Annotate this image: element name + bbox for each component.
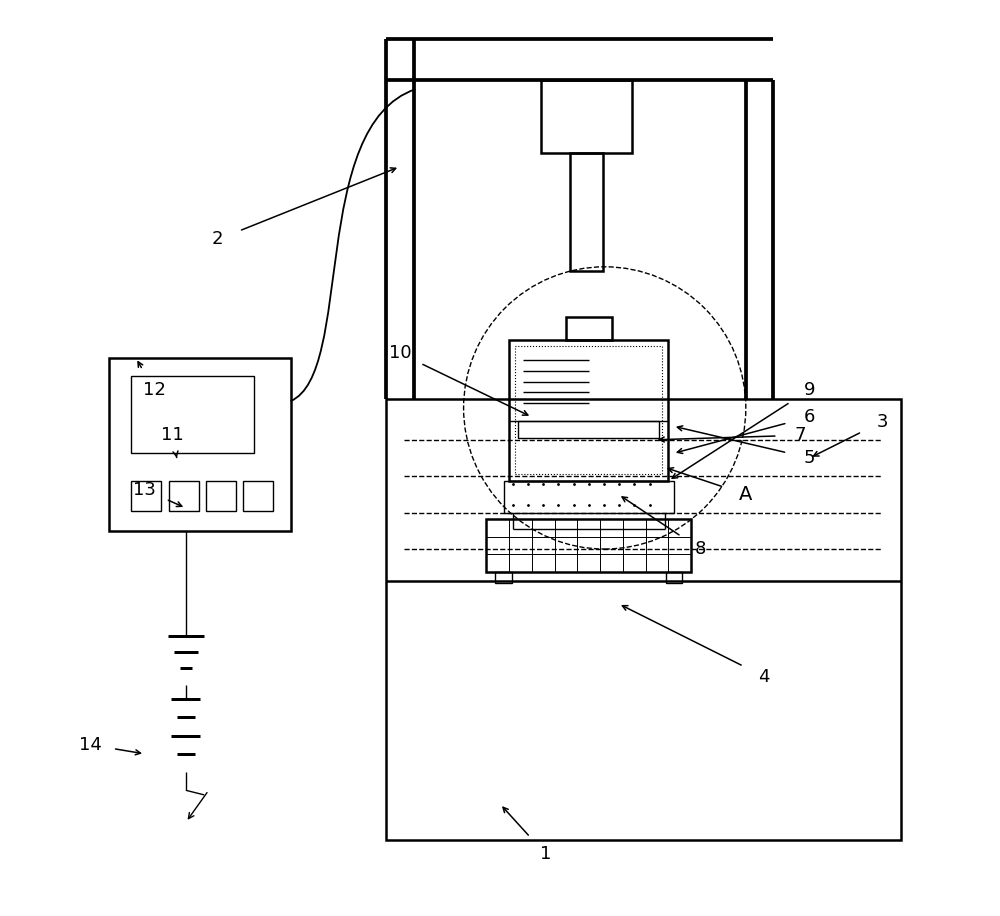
Bar [666, 572, 682, 583]
Bar [131, 481, 161, 511]
Bar [386, 398, 901, 840]
Bar [570, 153, 603, 271]
Text: A: A [739, 485, 753, 504]
Text: 10: 10 [389, 344, 411, 363]
Text: 4: 4 [758, 668, 770, 685]
Text: 2: 2 [212, 231, 224, 248]
Text: 9: 9 [804, 381, 815, 398]
Bar [206, 481, 236, 511]
Bar [541, 81, 632, 153]
Bar [131, 376, 254, 453]
Text: 1: 1 [540, 845, 551, 863]
Text: 5: 5 [804, 449, 815, 467]
Bar [566, 317, 612, 340]
Bar [169, 481, 199, 511]
Bar [109, 358, 291, 531]
Text: 7: 7 [795, 426, 806, 444]
Bar [509, 340, 668, 481]
Text: 14: 14 [79, 736, 102, 754]
Bar [486, 519, 691, 572]
Text: 13: 13 [133, 481, 156, 499]
Bar [518, 421, 659, 438]
Bar [504, 481, 674, 513]
Bar [243, 481, 273, 511]
Bar [515, 346, 662, 474]
Text: 8: 8 [695, 540, 706, 558]
Text: 3: 3 [877, 412, 888, 431]
Bar [495, 572, 512, 583]
Text: 11: 11 [161, 426, 184, 444]
Text: 6: 6 [804, 408, 815, 426]
Text: 12: 12 [143, 381, 165, 398]
